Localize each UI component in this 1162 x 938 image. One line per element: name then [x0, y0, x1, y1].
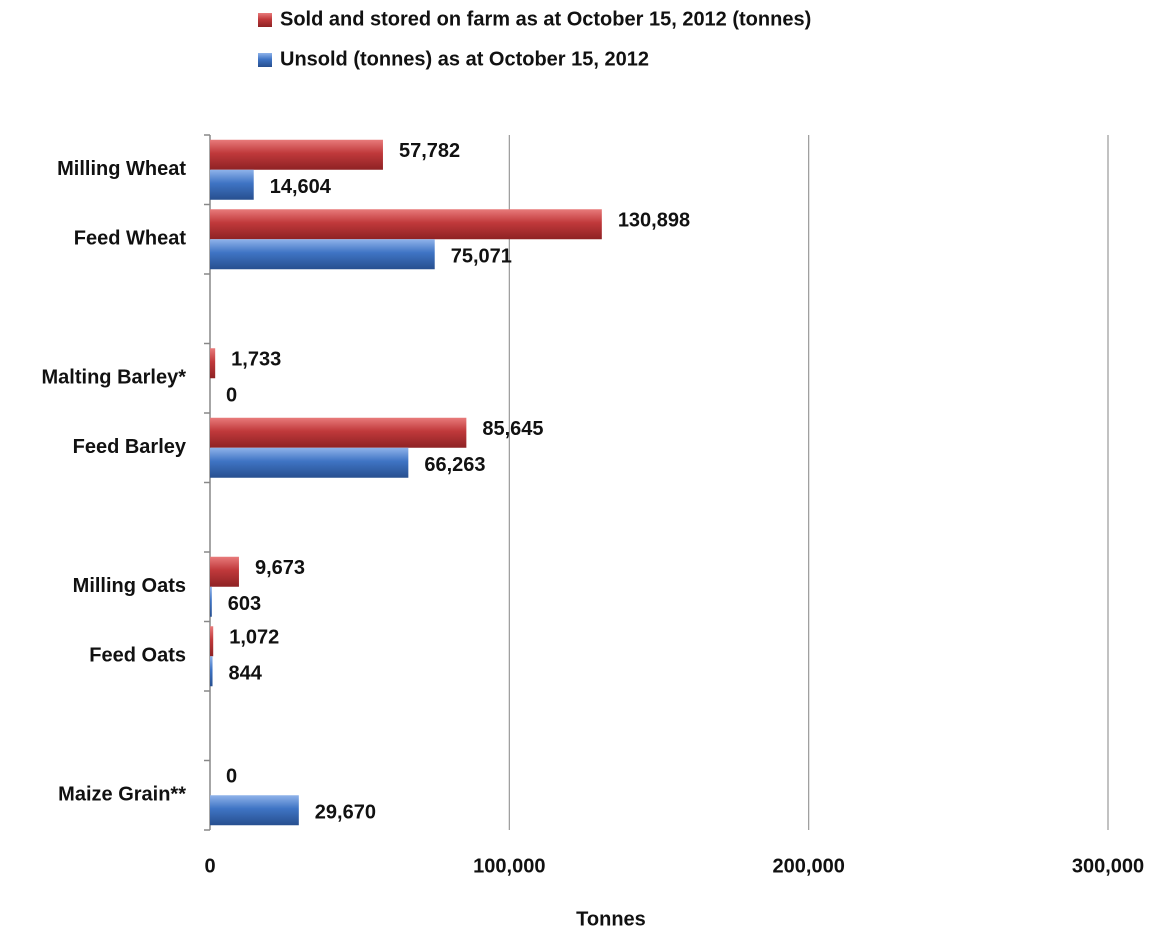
bar [210, 626, 214, 657]
data-label: 844 [229, 663, 263, 685]
y-tick-label: Feed Wheat [74, 228, 187, 250]
bar [210, 417, 467, 448]
data-label: 603 [228, 593, 261, 615]
data-label: 57,782 [399, 140, 460, 162]
data-label: 130,898 [618, 210, 690, 232]
x-axis-label: Tonnes [576, 908, 646, 930]
legend-swatch [258, 13, 272, 27]
legend-label: Sold and stored on farm as at October 15… [280, 8, 811, 30]
data-label: 0 [226, 766, 237, 788]
data-label: 85,645 [482, 418, 543, 440]
bar [210, 239, 435, 270]
y-tick-label: Malting Barley* [42, 367, 187, 389]
y-tick-label: Feed Barley [73, 436, 187, 458]
data-label: 1,072 [229, 627, 279, 649]
bar [210, 209, 602, 240]
bar [210, 348, 216, 379]
data-label: 14,604 [270, 176, 332, 198]
y-tick-label: Maize Grain** [58, 784, 186, 806]
bar [210, 795, 299, 826]
bar [210, 169, 254, 200]
bar [210, 556, 239, 587]
bar [210, 656, 213, 687]
y-tick-label: Milling Wheat [57, 158, 186, 180]
data-label: 29,670 [315, 802, 376, 824]
bar [210, 447, 409, 478]
legend-swatch [258, 53, 272, 67]
y-tick-label: Milling Oats [73, 575, 186, 597]
x-tick-label: 100,000 [473, 855, 545, 877]
legend-label: Unsold (tonnes) as at October 15, 2012 [280, 48, 649, 70]
x-tick-label: 200,000 [773, 855, 845, 877]
data-label: 75,071 [451, 246, 512, 268]
data-label: 1,733 [231, 349, 281, 371]
x-tick-label: 0 [204, 855, 215, 877]
bar [210, 586, 212, 617]
data-label: 0 [226, 385, 237, 407]
data-label: 66,263 [424, 454, 485, 476]
data-label: 9,673 [255, 557, 305, 579]
bar [210, 139, 383, 170]
y-tick-label: Feed Oats [89, 645, 186, 667]
x-tick-label: 300,000 [1072, 855, 1144, 877]
